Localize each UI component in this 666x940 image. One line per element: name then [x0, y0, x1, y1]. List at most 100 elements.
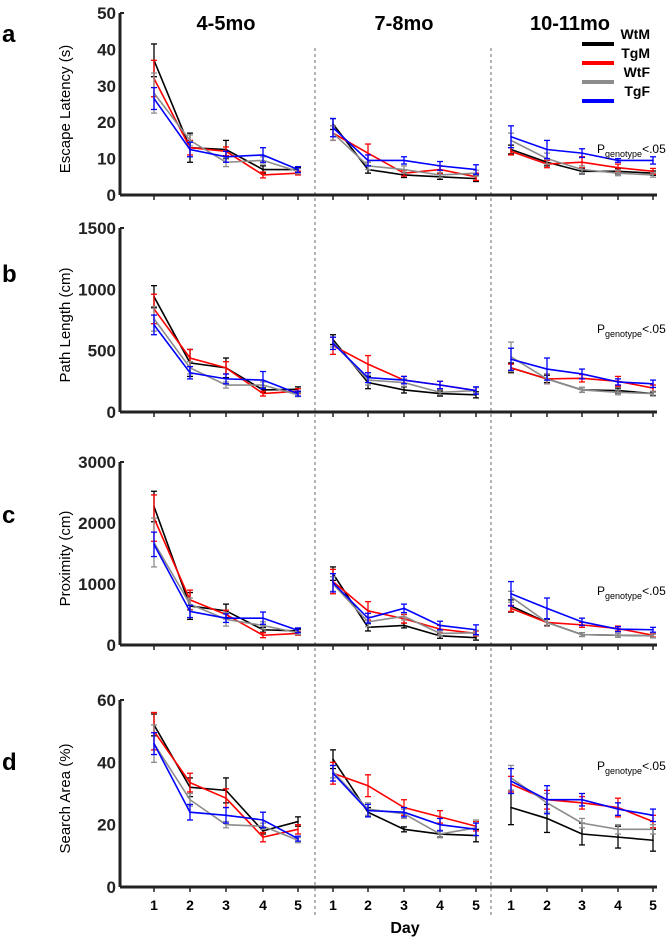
data-point: [332, 126, 334, 129]
data-point: [262, 617, 264, 619]
data-point: [297, 392, 299, 395]
data-point: [510, 150, 512, 153]
data-point: [581, 168, 583, 171]
data-point: [225, 378, 227, 380]
genotype-p-annotation: Pgenotype<.05: [597, 322, 666, 339]
data-point: [189, 357, 191, 359]
x-tick-label: 3: [400, 897, 408, 913]
data-point: [439, 391, 441, 394]
data-point: [581, 633, 583, 636]
x-tick-label: 1: [507, 897, 515, 913]
data-point: [189, 148, 191, 151]
data-point: [475, 628, 477, 631]
data-point: [652, 839, 654, 842]
series-WtM: [151, 713, 656, 852]
y-tick-label: 1500: [78, 219, 116, 238]
data-point: [153, 97, 155, 100]
data-point: [189, 798, 191, 801]
annotation-subscript: genotype: [605, 766, 642, 776]
data-point: [297, 168, 299, 171]
data-point: [262, 389, 264, 391]
data-point: [189, 139, 191, 142]
data-point: [652, 814, 654, 817]
data-point: [510, 358, 512, 361]
series-TgF: [151, 314, 656, 397]
data-point: [581, 822, 583, 824]
panel-letter: a: [2, 21, 16, 48]
data-point: [439, 384, 441, 386]
panel-c: c Proximity (cm) 0 1000 2000 3000 Pgenotype<.0…: [2, 453, 666, 655]
data-point: [652, 828, 654, 831]
x-tick-label: 4: [614, 897, 622, 913]
annotation-threshold: <.05: [642, 759, 666, 773]
data-point: [617, 828, 619, 831]
x-tick-label: 2: [186, 897, 194, 913]
y-tick-label: 10: [97, 150, 116, 169]
y-tick-label: 0: [107, 186, 116, 205]
panel-letter: b: [2, 261, 17, 288]
data-point: [652, 382, 654, 385]
data-point: [546, 148, 548, 151]
y-tick-label: 3000: [78, 453, 116, 472]
legend-label-WtM: WtM: [620, 26, 650, 42]
data-point: [403, 828, 405, 831]
data-point: [225, 814, 227, 817]
x-tick-label: 1: [329, 897, 337, 913]
data-point: [332, 342, 334, 345]
series-TgF: [151, 531, 656, 636]
data-point: [262, 392, 264, 395]
data-point: [403, 615, 405, 618]
x-tick-label: 3: [578, 897, 586, 913]
data-point: [581, 833, 583, 835]
data-point: [617, 836, 619, 838]
annotation-p: P: [597, 759, 605, 773]
data-point: [617, 381, 619, 383]
data-point: [510, 607, 512, 610]
y-tick-label: 0: [107, 636, 116, 655]
data-point: [403, 811, 405, 813]
data-point: [153, 543, 155, 546]
data-point: [546, 368, 548, 370]
data-point: [652, 170, 654, 173]
data-point: [225, 797, 227, 799]
panel-b: b Path Length (cm) 0 500 1000 1500 Pgenotype<.…: [2, 219, 666, 422]
data-point: [617, 808, 619, 810]
data-point: [262, 624, 264, 627]
data-point: [189, 811, 191, 813]
data-point: [403, 168, 405, 171]
annotation-subscript: genotype: [605, 329, 642, 339]
y-tick-label: 0: [107, 403, 116, 422]
data-point: [652, 628, 654, 631]
annotation-p: P: [597, 584, 605, 598]
data-point: [367, 363, 369, 365]
x-tick-label: 4: [259, 897, 267, 913]
data-point: [225, 155, 227, 158]
series-WtF: [151, 517, 656, 639]
y-tick-label: 20: [97, 113, 116, 132]
data-point: [403, 379, 405, 381]
data-point: [546, 817, 548, 820]
legend-label-TgM: TgM: [621, 45, 650, 61]
panel-letter: c: [2, 502, 15, 529]
data-point: [439, 816, 441, 818]
data-point: [510, 592, 512, 595]
data-point: [581, 152, 583, 154]
data-point: [652, 159, 654, 162]
x-tick-label: 4: [436, 897, 444, 913]
data-point: [367, 610, 369, 612]
legend-label-WtF: WtF: [624, 64, 651, 80]
y-tick-label: 40: [97, 753, 116, 772]
data-point: [367, 617, 369, 619]
data-point: [510, 806, 512, 809]
y-tick-label: 30: [97, 77, 116, 96]
panel-a: a Escape Latency (s) 0 10 20 30 40 50 Pgenotype<…: [2, 4, 666, 205]
data-point: [262, 379, 264, 381]
data-point: [475, 828, 477, 831]
data-point: [546, 621, 548, 624]
annotation-p: P: [597, 142, 605, 156]
data-point: [332, 772, 334, 775]
data-point: [225, 384, 227, 386]
data-point: [617, 166, 619, 169]
